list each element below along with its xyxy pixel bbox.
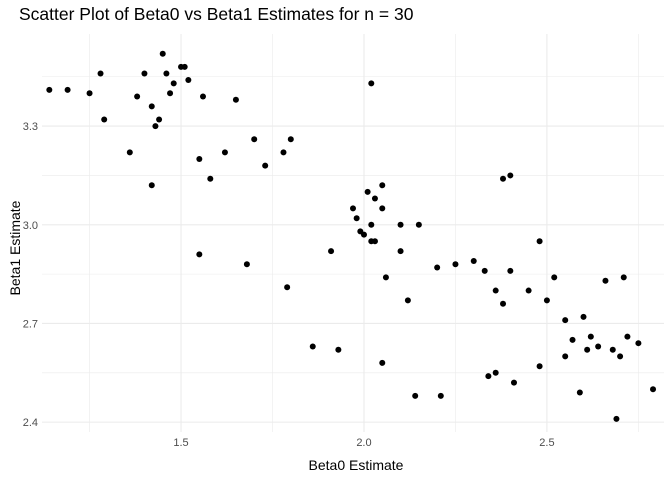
data-point	[148, 103, 155, 110]
data-point	[379, 205, 386, 212]
data-point	[196, 155, 203, 162]
data-point	[141, 70, 148, 77]
data-point	[360, 231, 367, 238]
data-points	[46, 50, 657, 422]
data-point	[613, 415, 620, 422]
y-tick-label: 3.0	[23, 220, 38, 232]
data-point	[382, 274, 389, 281]
data-point	[368, 221, 375, 228]
data-point	[126, 149, 133, 156]
data-point	[181, 63, 188, 70]
data-point	[86, 90, 93, 97]
data-point	[587, 333, 594, 340]
data-point	[148, 182, 155, 189]
data-point	[185, 77, 192, 84]
data-point	[170, 80, 177, 87]
data-point	[221, 149, 228, 156]
data-point	[101, 116, 108, 123]
chart-title: Scatter Plot of Beta0 vs Beta1 Estimates…	[19, 4, 414, 24]
y-tick-label: 3.3	[23, 121, 38, 133]
data-point	[156, 116, 163, 123]
data-point	[280, 149, 287, 156]
data-point	[569, 336, 576, 343]
data-point	[525, 287, 532, 294]
data-point	[434, 264, 441, 271]
data-point	[196, 251, 203, 258]
data-point	[485, 373, 492, 380]
data-point	[350, 205, 356, 212]
x-axis-title: Beta0 Estimate	[309, 457, 404, 473]
data-point	[602, 277, 609, 284]
data-point	[46, 86, 53, 93]
data-point	[470, 257, 477, 264]
data-point	[309, 343, 316, 350]
data-point	[368, 238, 375, 245]
data-point	[207, 175, 214, 182]
data-point	[412, 392, 419, 399]
data-point	[620, 274, 627, 281]
data-point	[437, 392, 444, 399]
data-point	[492, 287, 499, 294]
data-point	[134, 93, 141, 100]
y-tick-label: 2.4	[23, 417, 38, 429]
data-point	[510, 379, 517, 386]
data-point	[397, 248, 404, 255]
data-point	[536, 363, 543, 370]
tick-labels: 1.5 2.0 2.5 2.4 2.7 3.0 3.3	[23, 121, 555, 449]
data-point	[507, 267, 514, 274]
data-point	[152, 123, 159, 130]
data-point	[650, 386, 657, 393]
y-tick-label: 2.7	[23, 318, 38, 330]
data-point	[551, 274, 558, 281]
data-point	[199, 93, 206, 100]
x-tick-label: 1.5	[173, 437, 188, 449]
data-point	[500, 300, 507, 307]
data-point	[543, 297, 550, 304]
data-point	[287, 136, 294, 143]
data-point	[243, 261, 250, 268]
data-point	[536, 238, 543, 245]
data-point	[284, 284, 291, 291]
data-point	[635, 340, 642, 347]
data-point	[379, 182, 386, 189]
data-point	[163, 70, 170, 77]
data-point	[262, 162, 269, 169]
data-point	[452, 261, 459, 268]
data-point	[617, 353, 624, 360]
grid-lines	[42, 34, 664, 432]
data-point	[251, 136, 258, 143]
data-point	[368, 80, 375, 87]
y-axis-title: Beta1 Estimate	[7, 200, 23, 295]
data-point	[415, 221, 422, 228]
data-point	[492, 369, 499, 376]
data-point	[167, 90, 174, 97]
data-point	[364, 188, 371, 195]
data-point	[584, 346, 591, 353]
data-point	[562, 353, 569, 360]
data-point	[595, 343, 602, 350]
data-point	[335, 346, 342, 353]
data-point	[500, 175, 507, 182]
data-point	[353, 215, 360, 222]
x-tick-label: 2.0	[356, 437, 371, 449]
data-point	[576, 389, 583, 396]
data-point	[159, 50, 166, 57]
data-point	[624, 333, 631, 340]
data-point	[397, 221, 404, 228]
data-point	[64, 86, 71, 93]
data-point	[481, 267, 488, 274]
data-point	[404, 297, 411, 304]
data-point	[562, 317, 569, 324]
data-point	[97, 70, 104, 77]
data-point	[580, 313, 587, 320]
data-point	[609, 346, 616, 353]
data-point	[328, 248, 335, 255]
data-point	[507, 172, 514, 179]
data-point	[371, 195, 378, 202]
data-point	[379, 359, 386, 366]
data-point	[232, 96, 239, 103]
x-tick-label: 2.5	[539, 437, 554, 449]
